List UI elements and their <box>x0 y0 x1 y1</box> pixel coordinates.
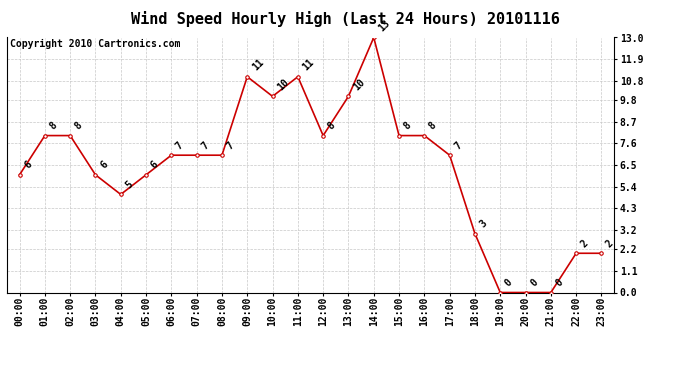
Text: 0: 0 <box>553 277 565 288</box>
Text: 10: 10 <box>275 77 290 92</box>
Text: 8: 8 <box>326 120 337 131</box>
Text: 0: 0 <box>529 277 540 288</box>
Text: 7: 7 <box>225 140 236 151</box>
Text: 8: 8 <box>427 120 438 131</box>
Text: 7: 7 <box>174 140 186 151</box>
Text: 11: 11 <box>301 57 316 73</box>
Text: 7: 7 <box>453 140 464 151</box>
Text: 10: 10 <box>351 77 366 92</box>
Text: 8: 8 <box>402 120 413 131</box>
Text: 6: 6 <box>149 159 160 171</box>
Text: 8: 8 <box>73 120 84 131</box>
Text: Copyright 2010 Cartronics.com: Copyright 2010 Cartronics.com <box>10 39 180 49</box>
Text: 3: 3 <box>477 218 489 229</box>
Text: 8: 8 <box>48 120 59 131</box>
Text: 6: 6 <box>22 159 34 171</box>
Text: 13: 13 <box>377 18 392 33</box>
Text: Wind Speed Hourly High (Last 24 Hours) 20101116: Wind Speed Hourly High (Last 24 Hours) 2… <box>130 11 560 27</box>
Text: 0: 0 <box>503 277 514 288</box>
Text: 2: 2 <box>579 238 590 249</box>
Text: 6: 6 <box>98 159 110 171</box>
Text: 11: 11 <box>250 57 266 73</box>
Text: 2: 2 <box>604 238 615 249</box>
Text: 5: 5 <box>124 179 135 190</box>
Text: 7: 7 <box>199 140 210 151</box>
